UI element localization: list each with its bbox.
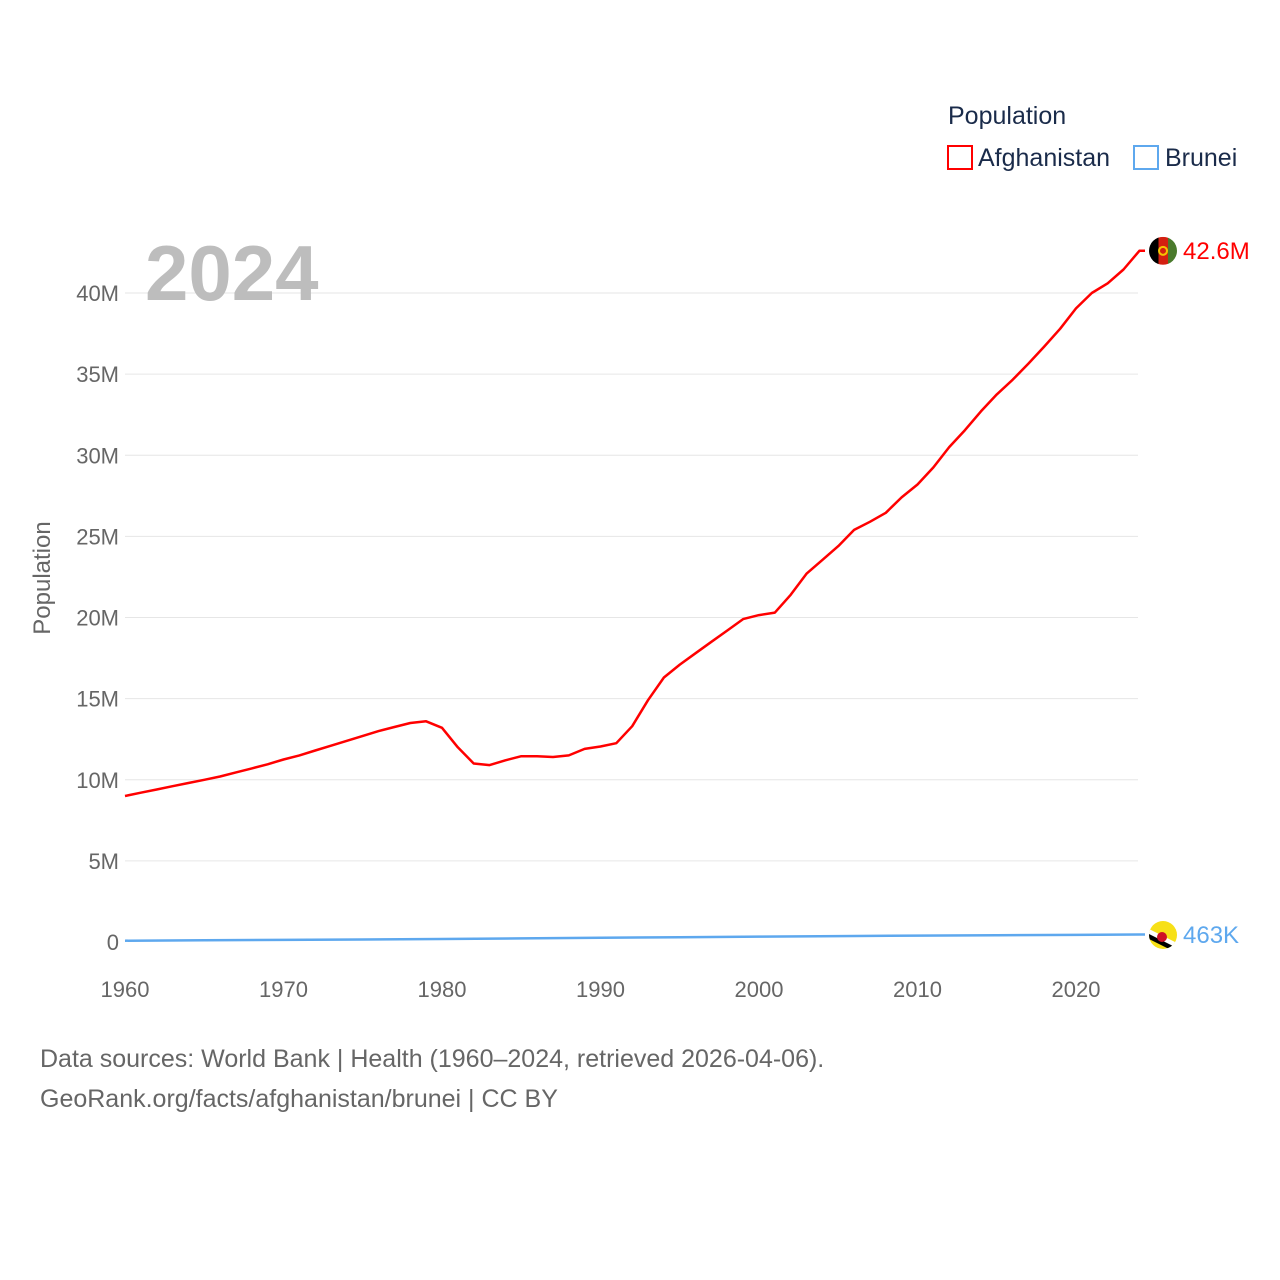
legend-swatch-afghanistan — [947, 145, 973, 170]
legend-item-brunei[interactable]: Brunei — [1133, 144, 1237, 172]
end-label-brunei: 463K — [1183, 922, 1239, 949]
x-tick-label: 2000 — [735, 977, 784, 1002]
legend-label-brunei: Brunei — [1165, 144, 1237, 172]
brunei-flag-icon — [1149, 921, 1177, 949]
footer-sources: Data sources: World Bank | Health (1960–… — [40, 1045, 825, 1073]
y-axis-label: Population — [29, 521, 56, 634]
legend-title: Population — [948, 102, 1066, 130]
y-axis-ticks: 0 5M 10M 15M 20M 25M 30M 35M 40M — [76, 281, 119, 955]
line-afghanistan — [124, 249, 1145, 798]
legend-item-afghanistan[interactable]: Afghanistan — [947, 144, 1110, 172]
flag-emblem — [1158, 245, 1168, 256]
afghanistan-flag-icon — [1149, 236, 1177, 265]
x-tick-label: 2010 — [893, 977, 942, 1002]
y-tick-label: 15M — [76, 687, 119, 712]
gridlines — [125, 292, 1138, 862]
y-tick-label: 0 — [107, 930, 119, 955]
y-tick-label: 30M — [76, 443, 119, 468]
x-tick-label: 1970 — [259, 977, 308, 1002]
line-brunei — [124, 933, 1145, 942]
year-watermark: 2024 — [145, 229, 319, 317]
series-end-markers: 42.6M 463K — [1149, 236, 1250, 949]
flag-fill — [1149, 921, 1177, 949]
legend-label-afghanistan: Afghanistan — [978, 144, 1110, 172]
y-tick-label: 25M — [76, 524, 119, 549]
x-tick-label: 1960 — [101, 977, 150, 1002]
legend: Population Afghanistan Brunei — [947, 102, 1237, 172]
x-tick-label: 1990 — [576, 977, 625, 1002]
flag-emblem — [1157, 932, 1167, 942]
flag-stripe — [1168, 236, 1177, 265]
flag-stripe — [1158, 236, 1168, 265]
series-lines — [124, 249, 1145, 942]
x-tick-label: 2020 — [1052, 977, 1101, 1002]
end-label-afghanistan: 42.6M — [1183, 238, 1250, 265]
y-tick-label: 10M — [76, 768, 119, 793]
legend-swatch-brunei — [1133, 145, 1159, 170]
footer-attribution[interactable]: GeoRank.org/facts/afghanistan/brunei | C… — [40, 1085, 558, 1113]
flag-stripe — [1149, 236, 1159, 265]
y-tick-label: 35M — [76, 362, 119, 387]
y-tick-label: 20M — [76, 606, 119, 631]
y-tick-label: 5M — [88, 849, 119, 874]
x-tick-label: 1980 — [418, 977, 467, 1002]
y-tick-label: 40M — [76, 281, 119, 306]
flag-fill — [1149, 236, 1177, 265]
x-axis-ticks: 1960 1970 1980 1990 2000 2010 2020 — [101, 977, 1101, 1002]
